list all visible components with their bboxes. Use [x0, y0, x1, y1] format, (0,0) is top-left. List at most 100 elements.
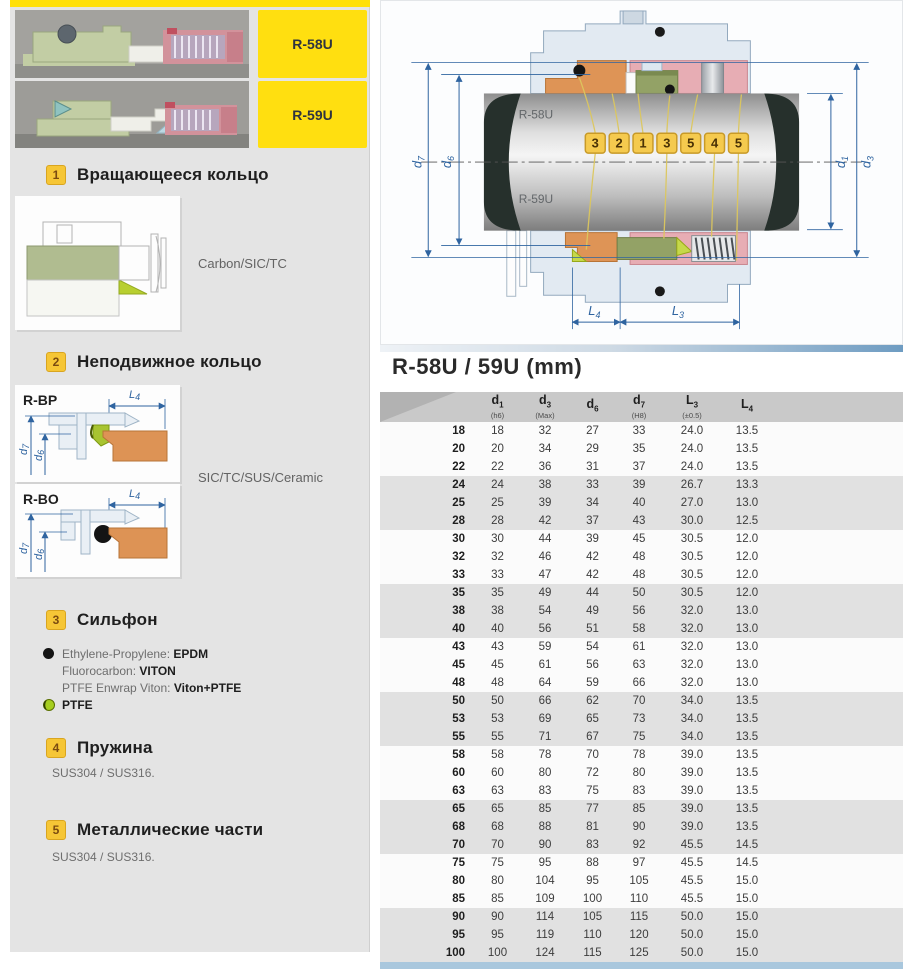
dimension-cell: 34.0	[680, 695, 704, 707]
table-row: 65 65 85 77 85 39.0 13.5	[380, 800, 903, 818]
section-2-title: Неподвижное кольцо	[77, 352, 262, 371]
size-table-body: 18 18 32 27 33 24.0 13.5 20 20 34 29 35 24.0 13.5 22 22…	[380, 422, 903, 962]
dimension-cell: 44	[538, 533, 552, 545]
corner-triangle-icon	[380, 392, 456, 422]
parts-sidebar: R-58U	[10, 0, 370, 952]
dimension-cell: 20	[491, 443, 504, 455]
section-1-badge: 1	[46, 165, 66, 185]
dimension-cell: 50	[491, 695, 504, 707]
dimension-cell: 40	[491, 623, 504, 635]
dimension-cell: 13.5	[735, 713, 759, 725]
dimension-cell: 15.0	[735, 911, 759, 923]
dimension-cell: 39.0	[680, 749, 704, 761]
dimension-cell: 85	[491, 893, 504, 905]
dimension-cell: 32	[538, 425, 552, 437]
dimension-cell: 35	[632, 443, 646, 455]
dimension-cell: 32.0	[680, 677, 704, 689]
callout-7: 5	[735, 136, 742, 151]
section-1-title: Вращающееся кольцо	[77, 165, 269, 184]
row-size-label: 75	[452, 857, 465, 869]
table-row: 22 22 36 31 37 24.0 13.5	[380, 458, 903, 476]
shaft-bottom-model: R-59U	[519, 192, 553, 206]
dimension-cell: 38	[538, 479, 552, 491]
dimension-cell: 88	[538, 821, 552, 833]
dimension-cell: 114	[535, 911, 555, 923]
dimension-cell: 13.5	[735, 803, 759, 815]
row-size-label: 25	[452, 497, 465, 509]
callout-2: 2	[616, 136, 623, 151]
dimension-cell: 58	[491, 749, 504, 761]
size-table: d1 (h6) d3 (Max) d6 d7 (H8) L3 (±0.5)	[380, 392, 903, 962]
section-1-material: Carbon/SIC/TC	[198, 256, 287, 271]
filler-cell	[773, 476, 903, 494]
row-size-label: 50	[452, 695, 465, 707]
dimension-cell: 45	[632, 533, 646, 545]
shaft-top-model: R-58U	[519, 107, 553, 121]
table-row: 43 43 59 54 61 32.0 13.0	[380, 638, 903, 656]
section-3-badge: 3	[46, 610, 66, 630]
table-row: 50 50 66 62 70 34.0 13.5	[380, 692, 903, 710]
dimension-cell: 43	[491, 641, 504, 653]
section-1-header: 1 Вращающееся кольцо	[46, 165, 269, 185]
dimension-cell: 12.0	[735, 587, 759, 599]
seal-render-icon	[15, 10, 249, 78]
rotating-ring-illustration	[15, 196, 180, 330]
dimension-cell: 66	[538, 695, 552, 707]
col-header-d3: d3 (Max)	[535, 392, 555, 421]
table-row: 28 28 42 37 43 30.0 12.5	[380, 512, 903, 530]
bottom-accent-bar	[380, 962, 903, 969]
green-ring-bottom	[616, 237, 678, 260]
dimension-cell: 110	[629, 893, 649, 905]
row-size-label: 53	[452, 713, 465, 725]
bellows-material-text: PTFE	[62, 697, 93, 712]
table-row: 18 18 32 27 33 24.0 13.5	[380, 422, 903, 440]
dimension-cell: 39	[586, 533, 599, 545]
dimension-cell: 110	[583, 929, 602, 941]
section-4-material: SUS304 / SUS316.	[52, 766, 155, 780]
dimension-cell: 109	[535, 893, 555, 905]
dimension-cell: 63	[491, 785, 504, 797]
dimension-cell: 15.0	[735, 929, 759, 941]
dimension-cell: 24.0	[680, 425, 704, 437]
row-size-label: 80	[452, 875, 465, 887]
filler-cell	[773, 638, 903, 656]
dimension-cell: 14.5	[735, 839, 759, 851]
svg-text:L4: L4	[588, 303, 600, 320]
row-size-label: 48	[452, 677, 465, 689]
section-3-title: Сильфон	[77, 610, 158, 629]
row-size-label: 33	[452, 569, 465, 581]
header-filler	[773, 392, 903, 422]
table-row: 68 68 88 81 90 39.0 13.5	[380, 818, 903, 836]
filler-cell	[773, 440, 903, 458]
filler-cell	[773, 872, 903, 890]
dimension-cell: 54	[538, 605, 552, 617]
svg-text:d7: d7	[18, 443, 31, 455]
dimension-cell: 75	[491, 857, 504, 869]
row-size-label: 22	[452, 461, 465, 473]
filler-cell	[773, 494, 903, 512]
table-title: R-58U / 59U (mm)	[392, 354, 583, 379]
dimension-cell: 39.0	[680, 803, 704, 815]
row-size-label: 20	[452, 443, 465, 455]
dimension-cell: 13.5	[735, 731, 759, 743]
dimension-cell: 70	[586, 749, 599, 761]
dimension-cell: 48	[632, 569, 646, 581]
table-row: 48 48 64 59 66 32.0 13.0	[380, 674, 903, 692]
dimension-cell: 120	[629, 929, 649, 941]
dimension-cell: 33	[632, 425, 646, 437]
dimension-cell: 13.0	[735, 605, 759, 617]
filler-cell	[773, 746, 903, 764]
dimension-cell: 83	[632, 785, 646, 797]
table-header-row: d1 (h6) d3 (Max) d6 d7 (H8) L3 (±0.5)	[380, 392, 903, 422]
black-dot-icon	[42, 648, 55, 659]
svg-text:L4: L4	[129, 488, 140, 501]
table-corner	[380, 392, 475, 422]
filler-cell	[773, 926, 903, 944]
dimension-cell: 12.5	[735, 515, 759, 527]
dimension-cell: 100	[487, 947, 508, 959]
section-2-badge: 2	[46, 352, 66, 372]
dimension-cell: 38	[491, 605, 504, 617]
section-5-badge: 5	[46, 820, 66, 840]
dimension-cell: 18	[491, 425, 504, 437]
